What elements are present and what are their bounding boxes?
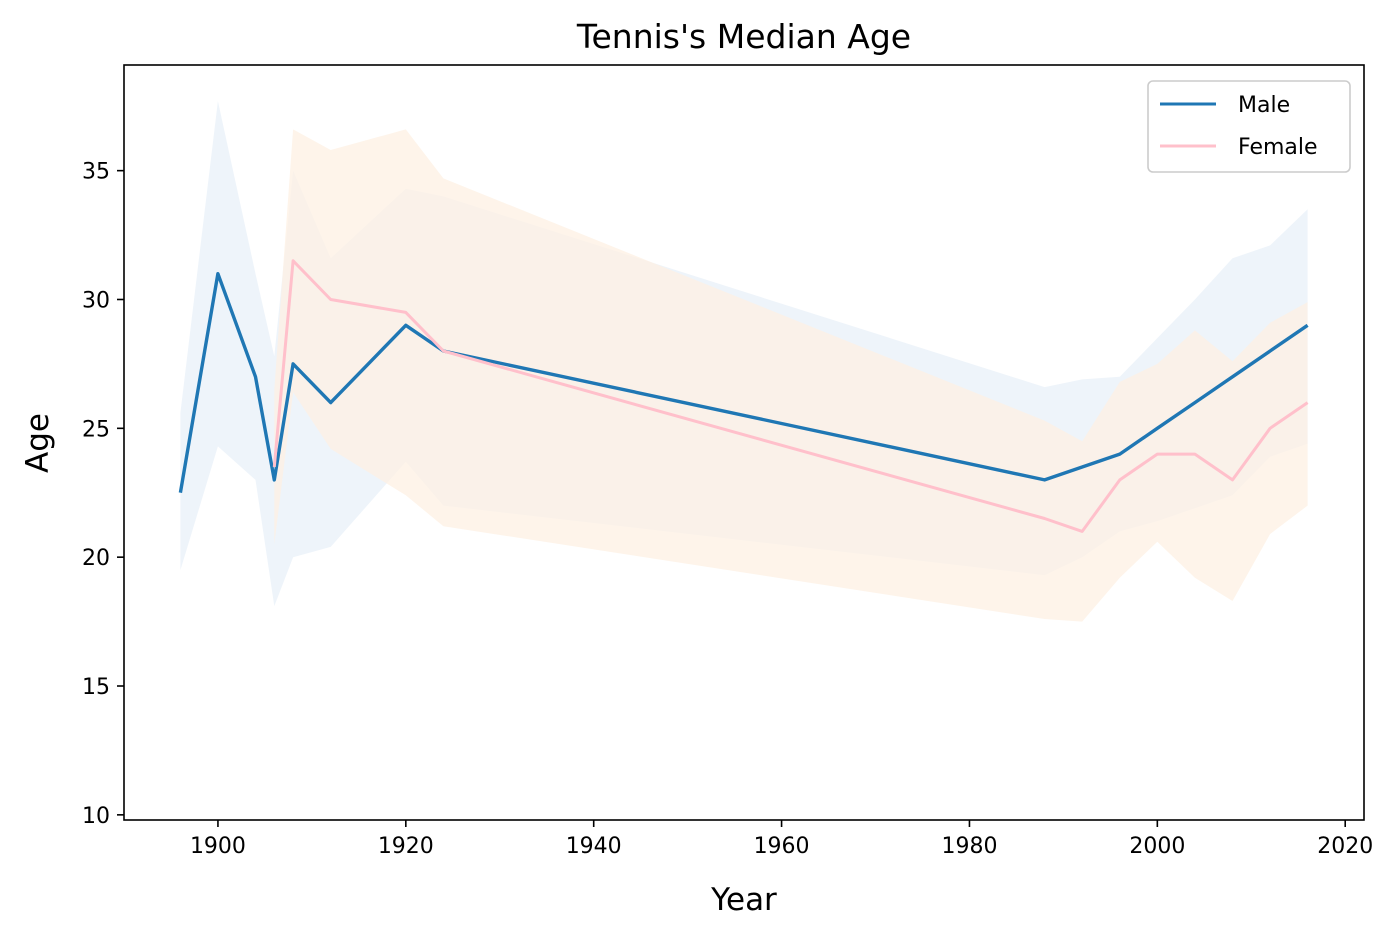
x-tick-label: 1980: [941, 834, 997, 859]
x-tick-label: 2000: [1129, 834, 1185, 859]
x-tick-label: 1940: [566, 834, 622, 859]
x-tick-label: 1920: [378, 834, 434, 859]
confidence-bands: [180, 101, 1308, 622]
legend: Male Female: [1147, 80, 1351, 173]
x-axis-label: Year: [710, 882, 777, 918]
x-tick-label: 1960: [754, 834, 810, 859]
x-tick-label: 1900: [190, 834, 246, 859]
y-tick-label: 15: [82, 675, 110, 700]
y-tick-label: 10: [82, 804, 110, 829]
confidence-band-female: [274, 129, 1308, 622]
y-tick-label: 25: [82, 417, 110, 442]
series-line-male: [178, 272, 1309, 493]
legend-label-female: Female: [1238, 135, 1318, 160]
y-axis-ticks: 10 15 20 25 30 35: [82, 160, 124, 829]
x-tick-label: 2020: [1317, 834, 1373, 859]
series-lines: [178, 259, 1309, 533]
chart-title: Tennis's Median Age: [576, 17, 911, 56]
y-tick-label: 20: [82, 546, 110, 571]
y-tick-label: 30: [82, 288, 110, 313]
y-tick-label: 35: [82, 160, 110, 185]
plot-frame: [123, 64, 1365, 821]
series-line-female: [272, 259, 1309, 533]
x-axis-ticks: 1900 1920 1940 1960 1980 2000 2020: [190, 820, 1373, 859]
y-axis-label: Age: [20, 413, 56, 473]
legend-label-male: Male: [1238, 93, 1290, 118]
